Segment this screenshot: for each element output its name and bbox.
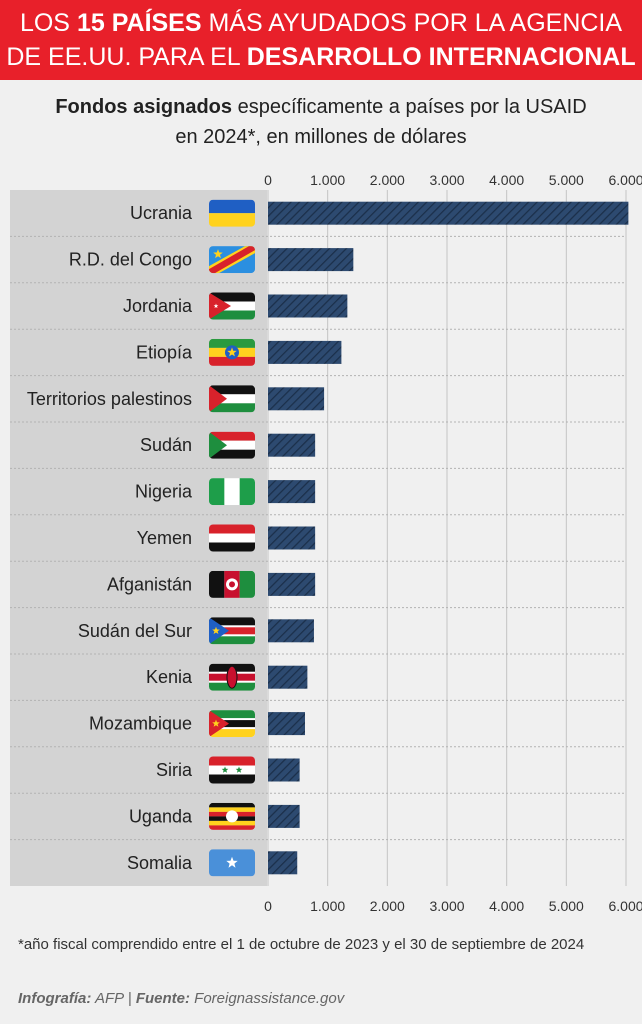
bar: [268, 712, 305, 736]
nigeria-flag-icon: [209, 478, 255, 506]
x-tick-label: 3.000: [429, 898, 465, 914]
ethiopia-flag-icon: [209, 338, 255, 366]
credits: Infografía: AFP | Fuente: Foreignassista…: [18, 990, 344, 1007]
x-tick-label: 5.000: [548, 898, 584, 914]
header-banner: LOS 15 PAÍSES MÁS AYUDADOS POR LA AGENCI…: [0, 0, 642, 80]
bar: [268, 433, 316, 457]
syria-flag-icon: [209, 756, 255, 784]
bar: [268, 480, 316, 504]
uganda-flag-icon: [209, 802, 255, 830]
header-line-2: DE EE.UU. PARA EL DESARROLLO INTERNACION…: [0, 40, 642, 74]
credits-fuente-value: Foreignassistance.gov: [189, 990, 345, 1007]
category-label: R.D. del Congo: [69, 250, 192, 270]
bar: [268, 248, 354, 272]
subtitle-line-2: en 2024*, en millones de dólares: [175, 126, 467, 148]
x-tick-label: 6.000: [608, 898, 642, 914]
x-tick-label: 2.000: [369, 898, 405, 914]
category-label: Sudán: [140, 435, 192, 455]
category-label: Yemen: [137, 528, 192, 548]
bar: [268, 758, 300, 782]
jordan-flag-icon: [209, 292, 255, 320]
category-label: Siria: [156, 760, 193, 780]
header-line-1: LOS 15 PAÍSES MÁS AYUDADOS POR LA AGENCI…: [0, 6, 642, 40]
palestine-flag-icon: [209, 385, 255, 413]
x-axis-top: 0 1.000 2.000 3.000 4.000 5.000 6.000: [0, 172, 642, 190]
drc-flag-icon: [209, 246, 255, 274]
x-tick-label: 1.000: [310, 898, 346, 914]
bar: [268, 387, 325, 411]
category-label: Territorios palestinos: [27, 389, 192, 409]
header-text-bold: 15 PAÍSES: [76, 9, 202, 37]
bar: [268, 851, 298, 875]
bar: [268, 572, 316, 596]
category-label: Afganistán: [107, 574, 192, 594]
yemen-flag-icon: [209, 524, 255, 552]
bar: [268, 201, 629, 225]
somalia-flag-icon: [209, 849, 255, 877]
mozambique-flag-icon: [209, 710, 255, 738]
credits-infografia-label: Infografía:: [18, 990, 92, 1007]
subtitle-text: específicamente a países por la USAID: [232, 96, 587, 118]
sudan-flag-icon: [209, 431, 255, 459]
header-text: MÁS AYUDADOS POR LA AGENCIA: [201, 9, 623, 37]
x-axis-bottom: 0 1.000 2.000 3.000 4.000 5.000 6.000: [0, 898, 642, 916]
header-text-bold: DESARROLLO INTERNACIONAL: [246, 43, 636, 71]
x-tick-label: 1.000: [310, 172, 346, 188]
credits-infografia-value: AFP |: [91, 990, 136, 1007]
footnote: *año fiscal comprendido entre el 1 de oc…: [18, 936, 585, 953]
afghanistan-flag-icon: [209, 570, 255, 598]
subtitle-bold: Fondos asignados: [55, 96, 233, 118]
kenya-flag-icon: [209, 663, 255, 691]
x-tick-label: 2.000: [369, 172, 405, 188]
bar: [268, 619, 314, 643]
category-label: Kenia: [146, 667, 193, 687]
x-tick-label: 6.000: [608, 172, 642, 188]
credits-fuente-label: Fuente:: [135, 990, 190, 1007]
bar: [268, 340, 342, 364]
category-label: Nigeria: [135, 482, 193, 502]
x-tick-label: 0: [264, 172, 272, 188]
category-label: Ucrania: [130, 203, 193, 223]
chart-subtitle: Fondos asignados específicamente a paíse…: [0, 92, 642, 152]
header-text: LOS: [19, 9, 77, 37]
x-tick-label: 4.000: [489, 172, 525, 188]
south-sudan-flag-icon: [209, 617, 255, 645]
category-label: Uganda: [129, 806, 193, 826]
bar: [268, 665, 308, 689]
category-label: Somalia: [127, 853, 193, 873]
bar: [268, 294, 348, 318]
x-tick-label: 5.000: [548, 172, 584, 188]
bar: [268, 526, 316, 550]
category-label: Etiopía: [136, 342, 193, 362]
header-text: DE EE.UU. PARA EL: [6, 43, 247, 71]
category-label: Jordania: [123, 296, 193, 316]
ukraine-flag-icon: [209, 199, 255, 227]
x-tick-label: 0: [264, 898, 272, 914]
category-label: Mozambique: [89, 714, 192, 734]
bar: [268, 804, 300, 828]
x-tick-label: 4.000: [489, 898, 525, 914]
x-tick-label: 3.000: [429, 172, 465, 188]
category-label: Sudán del Sur: [78, 621, 192, 641]
